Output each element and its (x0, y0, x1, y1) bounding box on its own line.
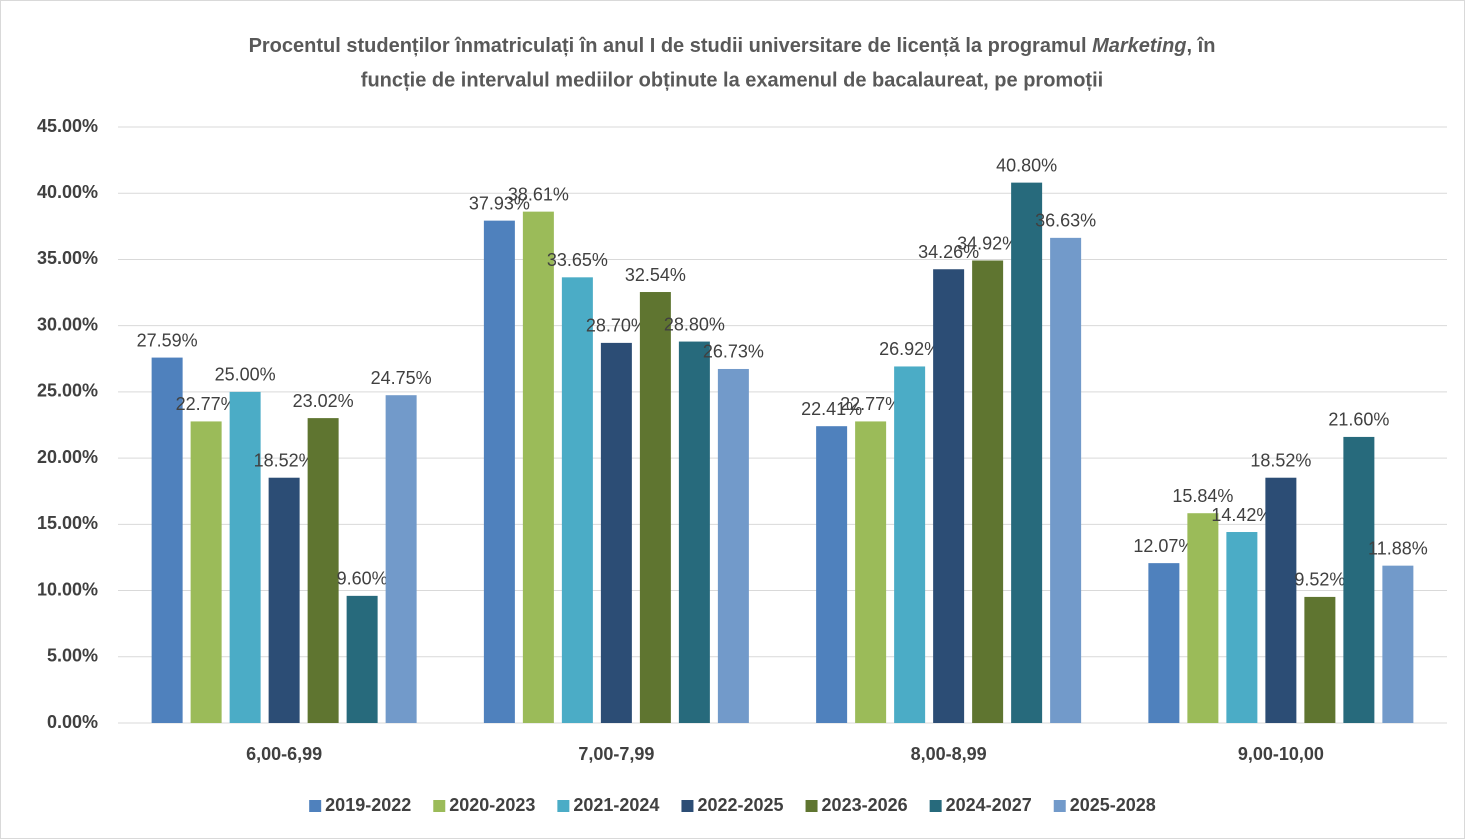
y-tick-label: 45.00% (37, 116, 98, 136)
data-label: 11.88% (1368, 538, 1428, 558)
data-label: 22.41% (801, 399, 862, 419)
x-tick-label: 6,00-6,99 (246, 744, 322, 764)
bar (483, 220, 515, 723)
bar (933, 269, 965, 723)
data-label: 15.84% (1172, 486, 1233, 506)
bar (855, 421, 887, 723)
bar (190, 421, 222, 723)
legend-swatch (557, 800, 570, 812)
data-label: 12.07% (1133, 536, 1194, 556)
y-tick-label: 5.00% (47, 646, 98, 666)
legend-swatch (1053, 800, 1066, 812)
bar (1226, 532, 1258, 723)
y-tick-label: 40.00% (37, 182, 98, 202)
bar (1382, 565, 1414, 723)
legend-label: 2025-2028 (1070, 795, 1156, 815)
bar (268, 477, 300, 723)
bar (1187, 513, 1219, 723)
data-label: 23.02% (293, 391, 354, 411)
legend-label: 2020-2023 (449, 795, 535, 815)
data-label: 22.77% (176, 394, 237, 414)
legend-swatch (805, 800, 818, 812)
data-label: 21.60% (1328, 410, 1389, 430)
legend-swatch (309, 800, 322, 812)
data-label: 26.92% (879, 339, 940, 359)
bar (816, 426, 848, 723)
bar (972, 260, 1004, 723)
bar (561, 277, 593, 723)
y-tick-label: 30.00% (37, 314, 98, 334)
bar (894, 366, 926, 723)
bar (1148, 563, 1180, 723)
legend-label: 2022-2025 (697, 795, 783, 815)
bar (229, 391, 261, 723)
data-label: 37.93% (469, 193, 530, 213)
bar (307, 418, 339, 723)
bar (1265, 477, 1297, 723)
data-label: 34.92% (957, 233, 1018, 253)
legend-swatch (929, 800, 942, 812)
data-label: 28.80% (664, 314, 725, 334)
chart-title: funcție de intervalul mediilor obținute … (361, 69, 1103, 91)
data-label: 34.26% (918, 242, 979, 262)
data-label: 18.52% (254, 450, 315, 470)
data-label: 22.77% (840, 394, 901, 414)
data-label: 9.60% (337, 569, 388, 589)
x-tick-label: 7,00-7,99 (578, 744, 654, 764)
x-tick-label: 8,00-8,99 (911, 744, 987, 764)
bar (600, 342, 632, 723)
bar (1050, 237, 1082, 723)
bar (639, 292, 671, 723)
y-tick-label: 0.00% (47, 712, 98, 732)
data-label: 33.65% (547, 250, 608, 270)
y-tick-label: 20.00% (37, 447, 98, 467)
bar (1343, 436, 1375, 723)
bar (522, 211, 554, 723)
bar (717, 368, 749, 723)
y-tick-label: 15.00% (37, 513, 98, 533)
data-label: 36.63% (1035, 211, 1096, 231)
legend-label: 2019-2022 (325, 795, 411, 815)
data-label: 32.54% (625, 265, 686, 285)
data-label: 40.80% (996, 155, 1057, 175)
data-label: 27.59% (137, 330, 198, 350)
legend-swatch (681, 800, 694, 812)
data-label: 26.73% (703, 342, 764, 362)
data-label: 9.52% (1294, 570, 1345, 590)
legend-swatch (433, 800, 446, 812)
data-label: 38.61% (508, 184, 569, 204)
legend-label: 2021-2024 (573, 795, 659, 815)
bar (1011, 182, 1043, 724)
legend-label: 2023-2026 (822, 795, 908, 815)
y-tick-label: 25.00% (37, 381, 98, 401)
data-label: 18.52% (1250, 450, 1311, 470)
data-label: 24.75% (371, 368, 432, 388)
x-tick-label: 9,00-10,00 (1238, 744, 1324, 764)
data-label: 28.70% (586, 316, 647, 336)
bar (346, 595, 378, 723)
y-tick-label: 35.00% (37, 248, 98, 268)
bar (385, 395, 417, 723)
bar (151, 357, 183, 723)
bar (678, 341, 710, 723)
data-label: 25.00% (215, 365, 276, 385)
chart-title: Procentul studenților înmatriculați în a… (249, 35, 1216, 57)
bar (1304, 596, 1336, 723)
legend-label: 2024-2027 (946, 795, 1032, 815)
data-label: 14.42% (1211, 505, 1272, 525)
y-tick-label: 10.00% (37, 579, 98, 599)
